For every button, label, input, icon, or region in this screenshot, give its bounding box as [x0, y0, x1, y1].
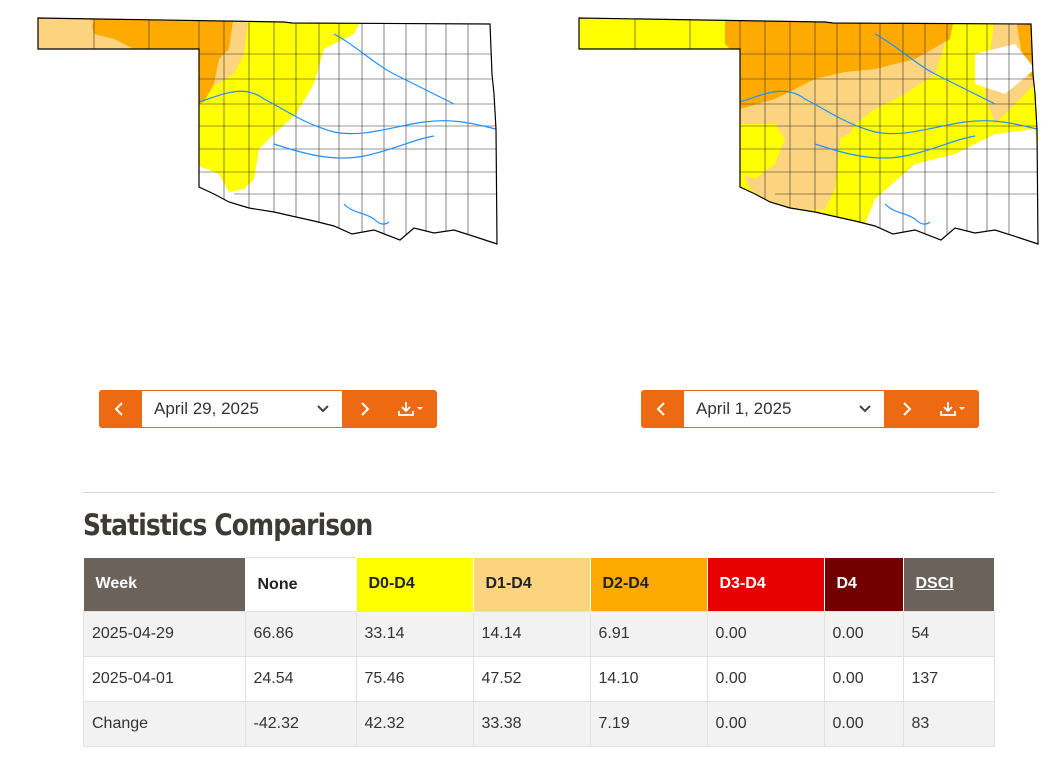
dsci-link[interactable]: DSCI: [915, 575, 954, 593]
cell-none: 66.86: [244, 611, 357, 657]
header-dsci: DSCI: [903, 557, 995, 612]
table-row: Change -42.32 42.32 33.38 7.19 0.00 0.00…: [83, 701, 995, 747]
table-header-row: Week None D0-D4 D1-D4 D2-D4 D3-D4 D4 DSC…: [83, 557, 995, 612]
cell-d2-d4: 6.91: [589, 611, 708, 657]
date-select[interactable]: April 29, 2025: [141, 390, 343, 428]
header-week: Week: [83, 557, 246, 612]
cell-week: 2025-04-29: [83, 611, 246, 657]
cell-week: Change: [83, 701, 246, 747]
next-date-button[interactable]: [885, 390, 927, 428]
cell-d4: 0.00: [823, 611, 904, 657]
chevron-down-icon: [859, 405, 871, 413]
header-d0-d4: D0-D4: [356, 557, 474, 612]
date-select[interactable]: April 1, 2025: [683, 390, 885, 428]
cell-d4: 0.00: [823, 656, 904, 702]
cell-dsci: 54: [902, 611, 995, 657]
next-date-button[interactable]: [343, 390, 385, 428]
cell-week: 2025-04-01: [83, 656, 246, 702]
selected-date: April 29, 2025: [154, 399, 259, 418]
chevron-left-icon: [656, 402, 665, 416]
header-d2-d4: D2-D4: [590, 557, 708, 612]
cell-d0-d4: 42.32: [355, 701, 474, 747]
header-d1-d4: D1-D4: [473, 557, 591, 612]
download-button[interactable]: [385, 390, 437, 428]
cell-d1-d4: 33.38: [472, 701, 591, 747]
prev-date-button[interactable]: [641, 390, 683, 428]
cell-d3-d4: 0.00: [706, 611, 825, 657]
table-row: 2025-04-01 24.54 75.46 47.52 14.10 0.00 …: [83, 656, 995, 702]
cell-d0-d4: 75.46: [355, 656, 474, 702]
cell-d2-d4: 7.19: [589, 701, 708, 747]
cell-d0-d4: 33.14: [355, 611, 474, 657]
cell-dsci: 83: [902, 701, 995, 747]
header-d3-d4: D3-D4: [707, 557, 825, 612]
cell-d1-d4: 47.52: [472, 656, 591, 702]
table-row: 2025-04-29 66.86 33.14 14.14 6.91 0.00 0…: [83, 611, 995, 657]
section-divider: [83, 492, 995, 493]
chevron-left-icon: [114, 402, 123, 416]
cell-d4: 0.00: [823, 701, 904, 747]
prev-date-button[interactable]: [99, 390, 141, 428]
header-d4: D4: [824, 557, 904, 612]
header-none: None: [245, 557, 357, 612]
chevron-down-icon: [317, 405, 329, 413]
cell-d1-d4: 14.14: [472, 611, 591, 657]
download-icon: [398, 402, 423, 416]
drought-map-april-29: [37, 17, 498, 245]
cell-none: 24.54: [244, 656, 357, 702]
download-icon: [940, 402, 965, 416]
cell-dsci: 137: [902, 656, 995, 702]
cell-d3-d4: 0.00: [706, 656, 825, 702]
selected-date: April 1, 2025: [696, 399, 792, 418]
map-controls-left: April 29, 2025: [99, 390, 437, 428]
stats-title: Statistics Comparison: [83, 508, 373, 542]
cell-d2-d4: 14.10: [589, 656, 708, 702]
cell-none: -42.32: [244, 701, 357, 747]
chevron-right-icon: [361, 402, 370, 416]
map-controls-right: April 1, 2025: [641, 390, 979, 428]
download-button[interactable]: [927, 390, 979, 428]
statistics-table: Week None D0-D4 D1-D4 D2-D4 D3-D4 D4 DSC…: [83, 557, 995, 747]
cell-d3-d4: 0.00: [706, 701, 825, 747]
drought-map-april-1: [578, 17, 1039, 245]
chevron-right-icon: [903, 402, 912, 416]
